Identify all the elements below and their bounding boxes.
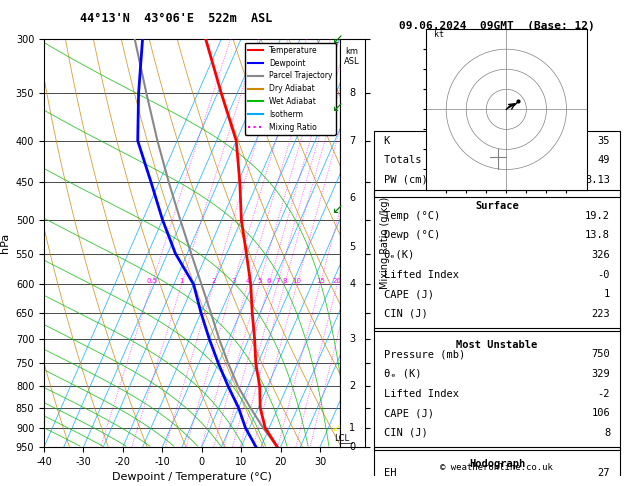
Text: 7: 7	[275, 278, 279, 284]
Text: LCL: LCL	[335, 434, 350, 443]
Text: EH: EH	[384, 469, 396, 478]
Text: CAPE (J): CAPE (J)	[384, 289, 433, 299]
Text: 8: 8	[604, 428, 610, 438]
Text: -2: -2	[598, 389, 610, 399]
Text: Most Unstable: Most Unstable	[456, 340, 538, 350]
Text: 15: 15	[316, 278, 325, 284]
Text: ↙: ↙	[331, 202, 342, 216]
Text: 4: 4	[245, 278, 250, 284]
Text: 2: 2	[211, 278, 216, 284]
Text: 1: 1	[604, 289, 610, 299]
Y-axis label: hPa: hPa	[0, 233, 10, 253]
Text: Surface: Surface	[475, 202, 519, 211]
Text: kt: kt	[434, 30, 444, 39]
Text: 4: 4	[349, 279, 355, 289]
Text: 5: 5	[349, 242, 355, 252]
Text: 106: 106	[591, 408, 610, 418]
Legend: Temperature, Dewpoint, Parcel Trajectory, Dry Adiabat, Wet Adiabat, Isotherm, Mi: Temperature, Dewpoint, Parcel Trajectory…	[245, 43, 336, 135]
Bar	[374, 190, 620, 330]
Text: 19.2: 19.2	[585, 211, 610, 221]
Text: 5: 5	[257, 278, 262, 284]
Text: 27: 27	[598, 469, 610, 478]
X-axis label: Dewpoint / Temperature (°C): Dewpoint / Temperature (°C)	[112, 472, 272, 483]
Text: 1: 1	[179, 278, 184, 284]
Text: 8: 8	[349, 88, 355, 99]
Text: © weatheronline.co.uk: © weatheronline.co.uk	[440, 463, 554, 471]
Text: K: K	[384, 136, 390, 146]
Text: 7: 7	[349, 136, 355, 146]
Y-axis label: Mixing Ratio (g/kg): Mixing Ratio (g/kg)	[380, 197, 390, 289]
Text: 49: 49	[598, 156, 610, 165]
Text: 326: 326	[591, 250, 610, 260]
Text: CIN (J): CIN (J)	[384, 309, 428, 319]
Text: PW (cm): PW (cm)	[384, 175, 428, 185]
Text: CAPE (J): CAPE (J)	[384, 408, 433, 418]
Text: Pressure (mb): Pressure (mb)	[384, 349, 465, 359]
Text: Temp (°C): Temp (°C)	[384, 211, 440, 221]
Text: 3: 3	[231, 278, 235, 284]
Bar	[374, 131, 620, 197]
Text: 35: 35	[598, 136, 610, 146]
Text: km
ASL: km ASL	[345, 47, 360, 67]
Text: Hodograph: Hodograph	[469, 459, 525, 469]
Text: 10: 10	[292, 278, 301, 284]
Text: ↙: ↙	[331, 32, 342, 46]
Text: 44°13'N  43°06'E  522m  ASL: 44°13'N 43°06'E 522m ASL	[80, 12, 272, 25]
Text: 223: 223	[591, 309, 610, 319]
Text: Lifted Index: Lifted Index	[384, 389, 459, 399]
Text: θₑ(K): θₑ(K)	[384, 250, 415, 260]
Text: 6: 6	[267, 278, 271, 284]
Text: Totals Totals: Totals Totals	[384, 156, 465, 165]
Text: 0: 0	[349, 442, 355, 452]
Bar	[374, 329, 620, 450]
Text: 20: 20	[333, 278, 342, 284]
Text: 3: 3	[349, 334, 355, 344]
Text: -0: -0	[598, 270, 610, 279]
Text: θₑ (K): θₑ (K)	[384, 369, 421, 379]
Text: 329: 329	[591, 369, 610, 379]
Text: 0.5: 0.5	[146, 278, 157, 284]
Text: ↙: ↙	[331, 100, 342, 114]
Text: 3.13: 3.13	[585, 175, 610, 185]
Text: Dewp (°C): Dewp (°C)	[384, 230, 440, 241]
Text: 09.06.2024  09GMT  (Base: 12): 09.06.2024 09GMT (Base: 12)	[399, 21, 595, 32]
Text: 6: 6	[349, 193, 355, 203]
Text: ↙: ↙	[332, 423, 341, 433]
Text: 8: 8	[282, 278, 287, 284]
Text: 13.8: 13.8	[585, 230, 610, 241]
Text: Lifted Index: Lifted Index	[384, 270, 459, 279]
Text: CIN (J): CIN (J)	[384, 428, 428, 438]
Text: 2: 2	[349, 381, 355, 391]
Text: 750: 750	[591, 349, 610, 359]
Bar	[374, 447, 620, 486]
Text: 1: 1	[349, 423, 355, 433]
